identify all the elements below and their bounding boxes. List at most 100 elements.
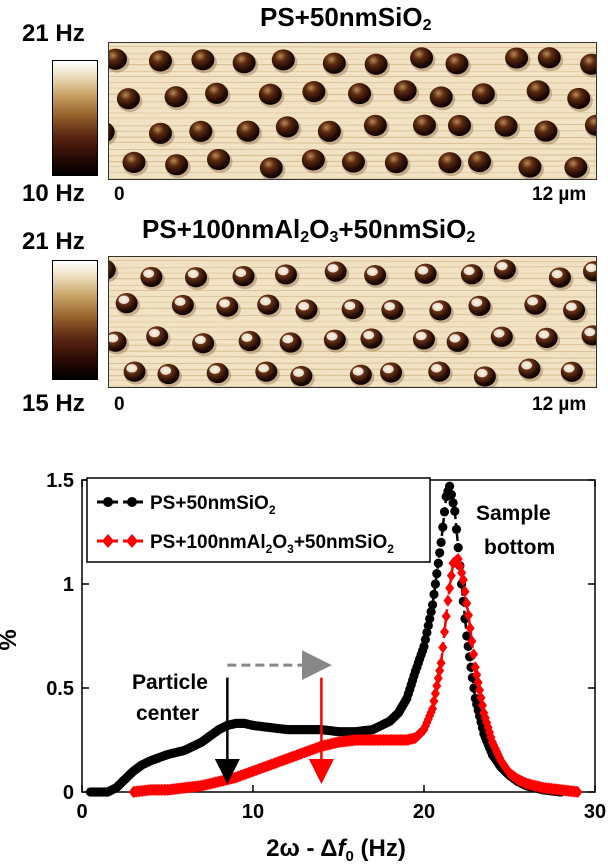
legend-label-series1: PS+50nmSiO2 xyxy=(150,493,276,517)
afm-particle xyxy=(468,150,492,173)
top-afm-pattern xyxy=(109,43,596,179)
afm-particle xyxy=(109,48,127,70)
afm-particle xyxy=(429,86,453,108)
top-panel-title: PS+50nmSiO2 xyxy=(260,2,432,35)
chart-legend: PS+50nmSiO2 PS+100nmAl2O3+50nmSiO2 xyxy=(86,477,431,563)
afm-particle-highlight xyxy=(344,301,356,310)
afm-particle-highlight xyxy=(209,365,221,374)
afm-particle xyxy=(148,122,172,144)
afm-particle-highlight xyxy=(235,268,247,278)
afm-scan-line xyxy=(109,344,596,346)
series-1-point-206 xyxy=(446,569,456,582)
afm-particle-highlight xyxy=(126,364,138,373)
afm-particle xyxy=(302,81,326,103)
series-0-point-229 xyxy=(429,589,439,599)
x-tick-label-2: 20 xyxy=(413,801,435,823)
y-tick-label-3: 1.5 xyxy=(46,470,74,492)
afm-particle-highlight xyxy=(463,266,475,276)
afm-particle-highlight xyxy=(298,302,310,311)
series-0-point-249 xyxy=(462,631,472,641)
series-0-point-234 xyxy=(436,537,446,547)
series-0-point-224 xyxy=(422,627,432,638)
afm-particle xyxy=(384,152,408,174)
series-1-point-202 xyxy=(440,625,450,638)
afm-particle xyxy=(191,49,215,71)
series-0-point-227 xyxy=(426,607,436,617)
series-0-point-226 xyxy=(425,614,435,624)
legend-marker-black-2 xyxy=(127,497,137,507)
legend-box xyxy=(86,477,431,563)
afm-particle xyxy=(537,47,561,69)
afm-particle xyxy=(580,53,596,75)
series-1-point-216 xyxy=(463,609,473,622)
afm-particle-highlight xyxy=(148,328,160,338)
chart-x-axis-label: 2ω - Δf0 (Hz) xyxy=(266,835,406,864)
afm-particle-highlight xyxy=(143,269,155,278)
series-0-point-244 xyxy=(453,543,463,553)
top-axis-end-label: 12 µm xyxy=(532,184,587,205)
afm-particle-highlight xyxy=(160,366,172,375)
series-0-point-230 xyxy=(430,579,440,589)
afm-particle xyxy=(232,52,256,74)
series-1-point-217 xyxy=(465,622,475,635)
afm-scan-line xyxy=(109,259,596,263)
afm-particle-highlight xyxy=(471,298,483,307)
afm-particle xyxy=(275,116,299,138)
afm-particle-highlight xyxy=(366,267,378,276)
afm-particle xyxy=(518,156,542,178)
afm-particle xyxy=(322,52,346,74)
afm-particle-highlight xyxy=(521,361,533,370)
afm-particle-highlight xyxy=(415,331,427,341)
series-0-point-232 xyxy=(433,558,443,568)
x-tick-label-1: 10 xyxy=(242,801,264,823)
afm-particle xyxy=(205,82,229,104)
afm-particle-highlight xyxy=(174,297,186,306)
afm-scan-line xyxy=(109,362,596,365)
series-0-point-233 xyxy=(435,548,445,558)
series-0-point-228 xyxy=(428,600,438,610)
afm-particle xyxy=(471,83,495,105)
annotation-sample-line2: bottom xyxy=(484,536,555,559)
afm-particle xyxy=(317,120,341,142)
series-1-point-219 xyxy=(469,648,479,661)
series-0-point-243 xyxy=(451,524,462,534)
mid-colorbar-max-label: 21 Hz xyxy=(22,228,85,255)
series-1-point-220 xyxy=(470,661,480,674)
series-0-point-223 xyxy=(420,634,430,645)
series-1-point-215 xyxy=(462,597,472,610)
series-1 xyxy=(128,553,583,798)
afm-particle-highlight xyxy=(326,332,338,341)
afm-particle xyxy=(505,47,529,69)
legend-label-series2: PS+100nmAl2O3+50nmSiO2 xyxy=(150,532,394,556)
series-0-point-231 xyxy=(432,569,442,579)
series-1-point-225 xyxy=(477,699,487,712)
series-0-point-239 xyxy=(445,481,455,491)
afm-particle-highlight xyxy=(258,364,270,373)
afm-particle xyxy=(364,53,388,75)
afm-particle xyxy=(122,151,146,173)
afm-scan-line xyxy=(109,337,596,341)
series-0-point-225 xyxy=(423,621,433,631)
afm-particle-highlight xyxy=(563,364,575,373)
afm-particle xyxy=(258,83,282,105)
afm-particle xyxy=(564,156,588,178)
afm-particle-highlight xyxy=(565,302,577,312)
series-1-point-201 xyxy=(438,641,448,654)
y-tick-label-2: 1 xyxy=(63,574,74,596)
annotation-particle-line2: center xyxy=(136,702,199,725)
annotation-sample-line1: Sample xyxy=(476,502,551,525)
afm-particle-highlight xyxy=(384,302,396,311)
mid-afm-image xyxy=(108,256,597,388)
series-1-point-213 xyxy=(458,573,468,586)
afm-particle xyxy=(348,83,372,105)
series-1-point-227 xyxy=(480,711,490,724)
afm-particle xyxy=(164,86,188,108)
afm-particle-highlight xyxy=(327,264,339,273)
series-1-point-289 xyxy=(573,786,583,798)
series-1-point-218 xyxy=(467,635,477,648)
afm-particle xyxy=(236,120,260,142)
afm-particle xyxy=(109,123,115,142)
legend-marker-black xyxy=(103,497,113,507)
series-0-point-240 xyxy=(446,490,456,500)
afm-particle-highlight xyxy=(585,263,596,273)
